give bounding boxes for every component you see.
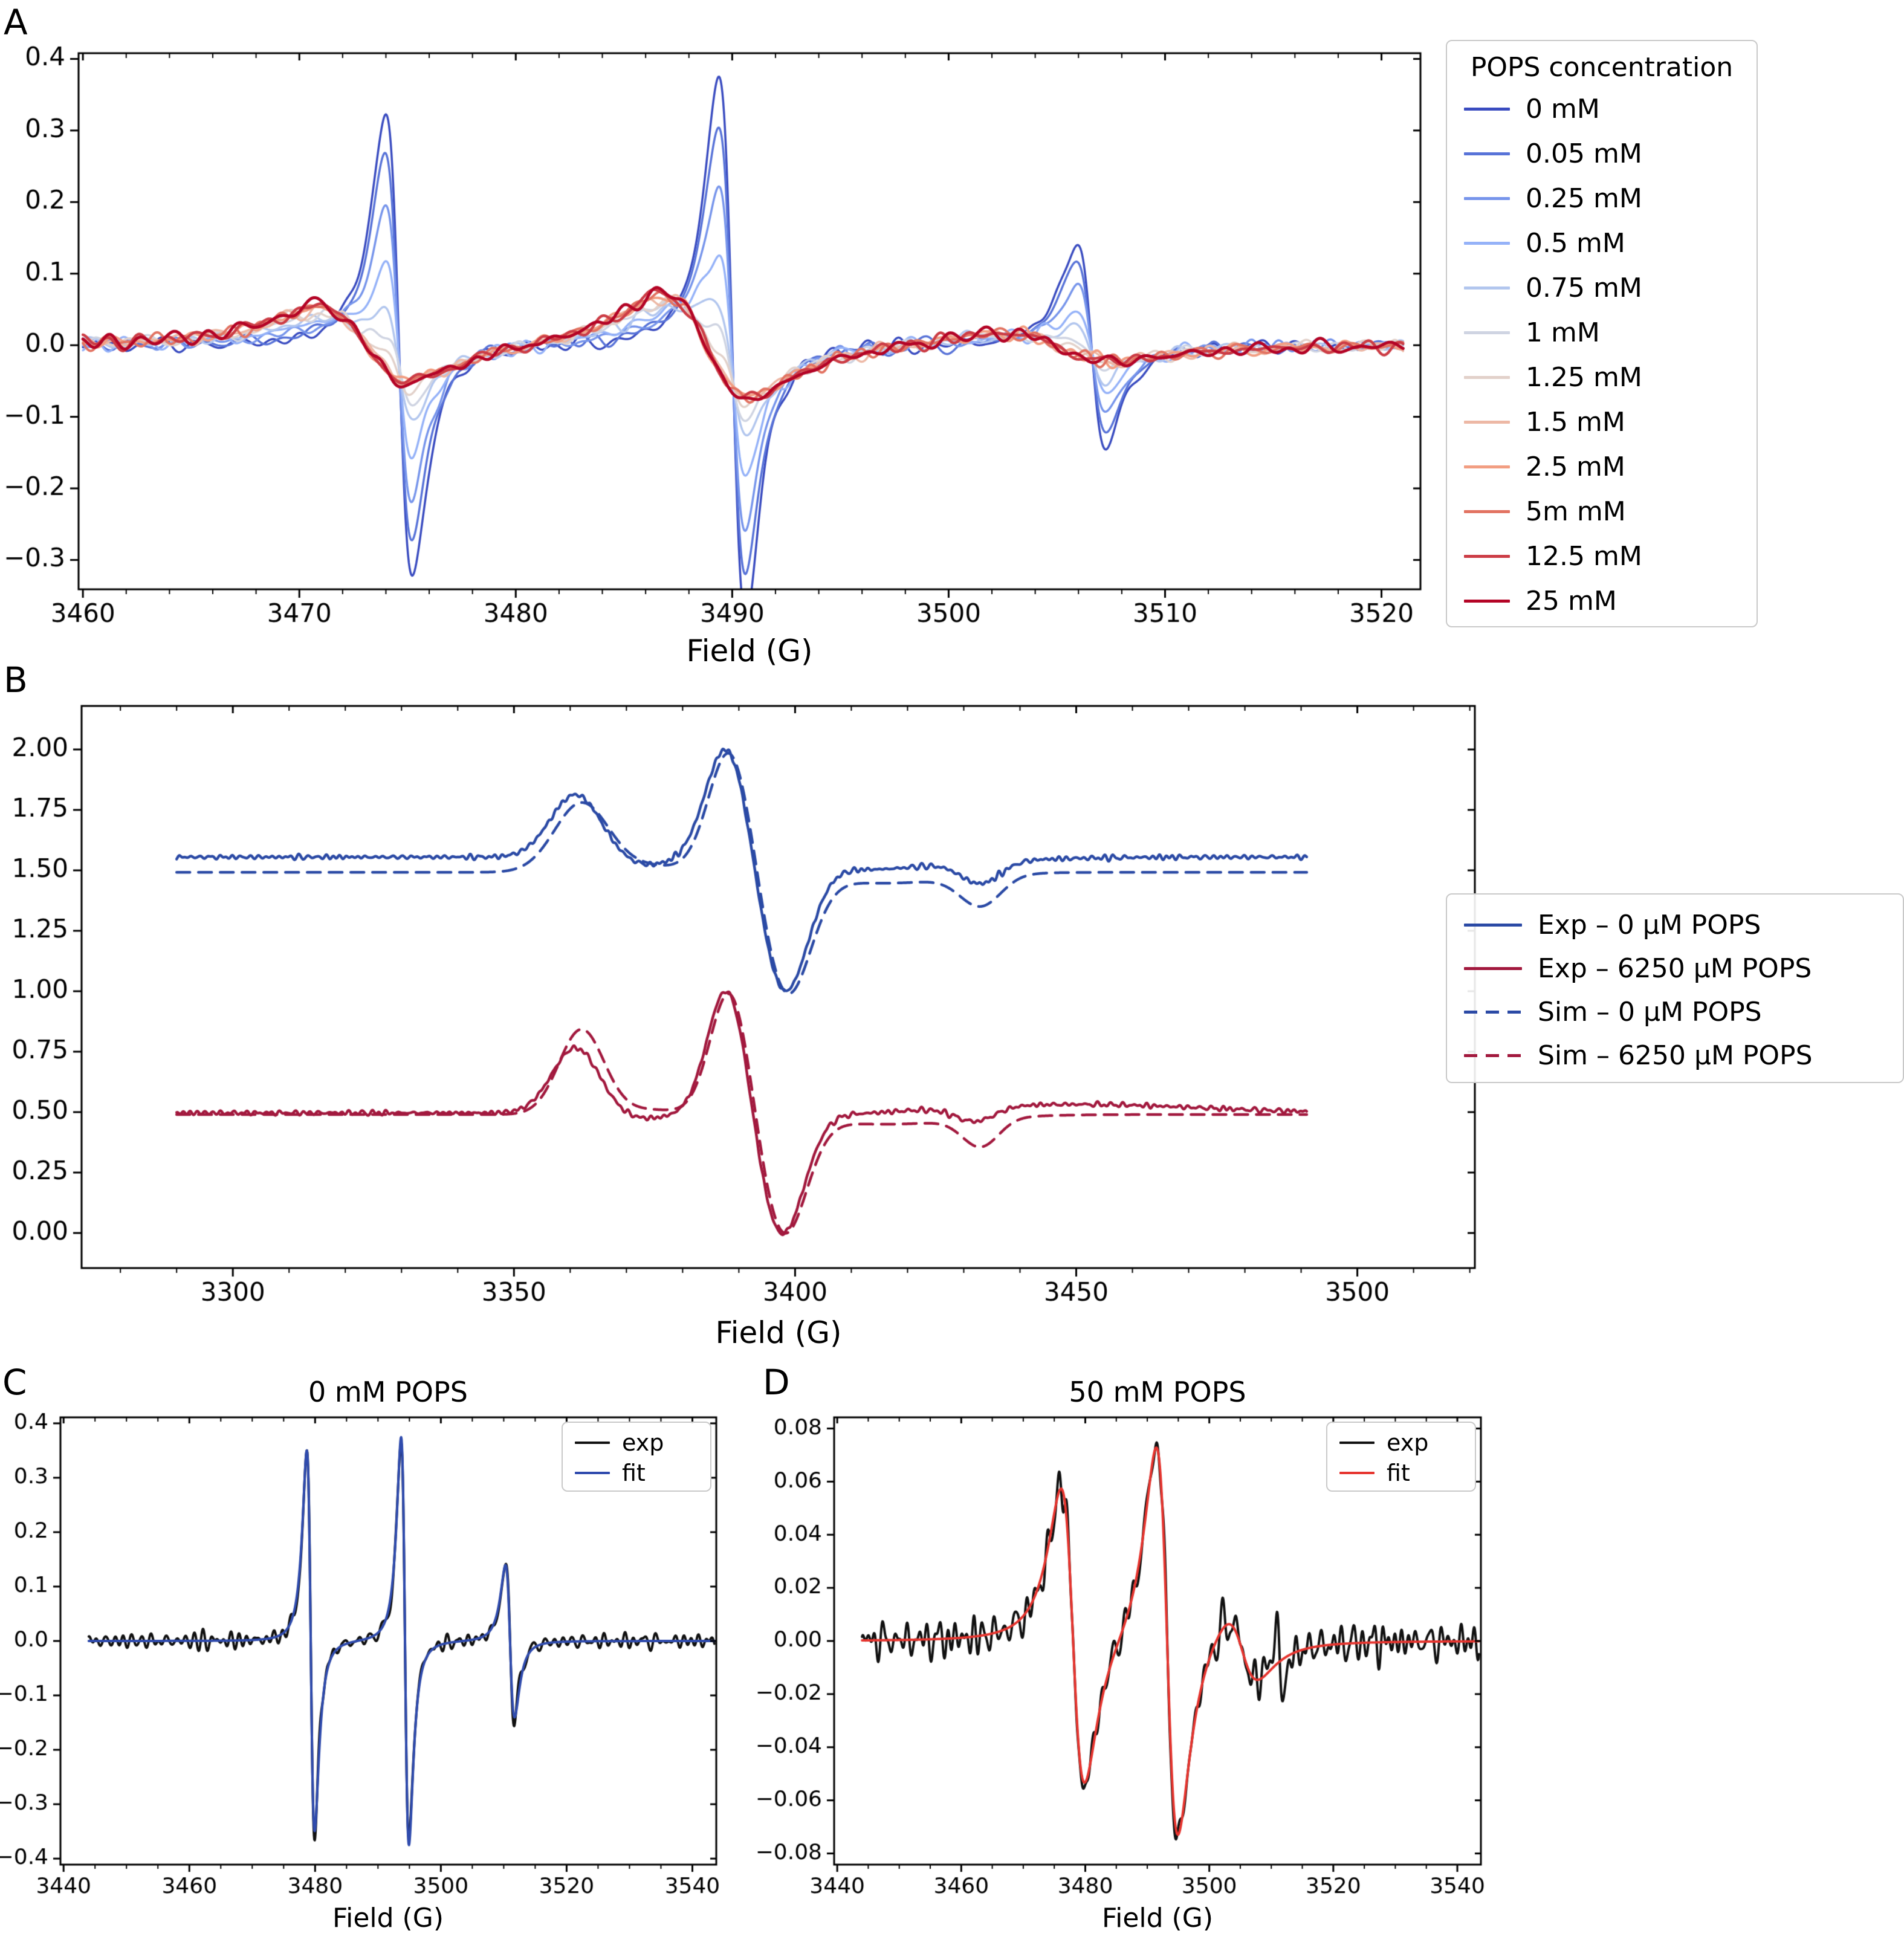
- legend-item-label: 1.25 mM: [1526, 361, 1642, 393]
- legend-item-label: 12.5 mM: [1526, 540, 1642, 572]
- panel-d-label: D: [763, 1362, 790, 1403]
- panel-c-label: C: [2, 1362, 27, 1403]
- panel-a-label: A: [4, 2, 28, 43]
- legend-item: 12.5 mM: [1447, 534, 1757, 578]
- legend-item-label: 0.05 mM: [1526, 138, 1642, 169]
- legend-swatch-line: [575, 1442, 610, 1444]
- panel-b-xaxis-label: Field (G): [715, 1315, 842, 1350]
- legend-item-label: 25 mM: [1526, 585, 1617, 617]
- legend-item: Exp – 0 µM POPS: [1447, 903, 1903, 947]
- legend-item: 5m mM: [1447, 489, 1757, 534]
- panel-a-legend: POPS concentration 0 mM 0.05 mM 0.25 mM 0.5…: [1446, 40, 1758, 627]
- legend-item: 25 mM: [1447, 578, 1757, 623]
- panel-c-legend-items: exp fit: [563, 1423, 710, 1492]
- legend-item: exp: [563, 1428, 710, 1458]
- legend-item: Sim – 6250 µM POPS: [1447, 1034, 1903, 1077]
- legend-item-label: Sim – 0 µM POPS: [1538, 996, 1762, 1028]
- legend-item-label: 0.25 mM: [1526, 183, 1642, 214]
- legend-swatch-line: [1464, 107, 1510, 111]
- legend-item: exp: [1327, 1428, 1475, 1458]
- legend-item: Exp – 6250 µM POPS: [1447, 947, 1903, 990]
- panel-c-title: 0 mM POPS: [308, 1376, 468, 1408]
- panel-b-legend-items: Exp – 0 µM POPS Exp – 6250 µM POPS Sim – 0…: [1447, 895, 1903, 1083]
- legend-swatch-line: [1464, 241, 1510, 245]
- legend-swatch-line: [1464, 196, 1510, 200]
- legend-item: 0.25 mM: [1447, 176, 1757, 221]
- legend-item: 1 mM: [1447, 310, 1757, 355]
- legend-swatch-line: [1464, 152, 1510, 155]
- legend-item: 0.75 mM: [1447, 265, 1757, 310]
- legend-item-label: 0.75 mM: [1526, 272, 1642, 303]
- legend-swatch-line: [1464, 554, 1510, 558]
- legend-item-label: 0 mM: [1526, 93, 1600, 125]
- panel-b-plot-canvas: [0, 665, 1487, 1315]
- legend-item: 0 mM: [1447, 86, 1757, 131]
- legend-swatch-line: [575, 1472, 610, 1474]
- legend-item-label: 5m mM: [1526, 496, 1626, 527]
- legend-swatch-line: [1464, 1053, 1522, 1057]
- panel-c-legend: exp fit: [562, 1422, 711, 1492]
- legend-item-label: fit: [1387, 1460, 1410, 1486]
- legend-item: 1.5 mM: [1447, 400, 1757, 444]
- legend-item-label: exp: [1387, 1429, 1429, 1456]
- panel-a-legend-title: POPS concentration: [1470, 52, 1734, 83]
- legend-swatch-line: [1464, 375, 1510, 379]
- legend-item: 2.5 mM: [1447, 444, 1757, 489]
- legend-swatch-line: [1464, 331, 1510, 334]
- legend-swatch-line: [1464, 286, 1510, 290]
- legend-item-label: exp: [622, 1429, 664, 1456]
- panel-d-legend-items: exp fit: [1327, 1423, 1475, 1492]
- legend-item: 0.05 mM: [1447, 131, 1757, 176]
- legend-item-label: 1 mM: [1526, 317, 1600, 348]
- legend-item-label: Sim – 6250 µM POPS: [1538, 1040, 1813, 1071]
- panel-b-legend: Exp – 0 µM POPS Exp – 6250 µM POPS Sim – 0…: [1446, 893, 1904, 1083]
- legend-swatch-line: [1464, 420, 1510, 424]
- legend-swatch-line: [1464, 923, 1522, 927]
- legend-swatch-line: [1464, 599, 1510, 603]
- legend-swatch-line: [1464, 465, 1510, 468]
- legend-swatch-line: [1464, 1010, 1522, 1014]
- legend-swatch-line: [1339, 1442, 1375, 1444]
- legend-swatch-line: [1464, 510, 1510, 513]
- legend-swatch-line: [1339, 1472, 1375, 1474]
- legend-item-label: 1.5 mM: [1526, 406, 1625, 438]
- panel-d-xaxis-label: Field (G): [1102, 1903, 1213, 1934]
- panel-d-legend: exp fit: [1326, 1422, 1476, 1492]
- panel-c-xaxis-label: Field (G): [332, 1903, 444, 1934]
- legend-swatch-line: [1464, 966, 1522, 970]
- legend-item-label: Exp – 6250 µM POPS: [1538, 953, 1812, 984]
- legend-item-label: 2.5 mM: [1526, 451, 1625, 482]
- panel-a-legend-items: 0 mM 0.05 mM 0.25 mM 0.5 mM 0.75 mM 1 mM 1.25 …: [1447, 86, 1757, 623]
- legend-item: Sim – 0 µM POPS: [1447, 990, 1903, 1034]
- legend-item: fit: [563, 1458, 710, 1488]
- legend-item-label: fit: [622, 1460, 646, 1486]
- legend-item: 1.25 mM: [1447, 355, 1757, 400]
- legend-item: fit: [1327, 1458, 1475, 1488]
- panel-d-title: 50 mM POPS: [1069, 1376, 1246, 1408]
- panel-a-plot-canvas: [0, 0, 1433, 635]
- panel-b-label: B: [4, 659, 28, 701]
- panel-a-xaxis-label: Field (G): [686, 633, 813, 668]
- legend-item: 0.5 mM: [1447, 221, 1757, 265]
- legend-item-label: 0.5 mM: [1526, 227, 1625, 259]
- legend-item-label: Exp – 0 µM POPS: [1538, 909, 1761, 940]
